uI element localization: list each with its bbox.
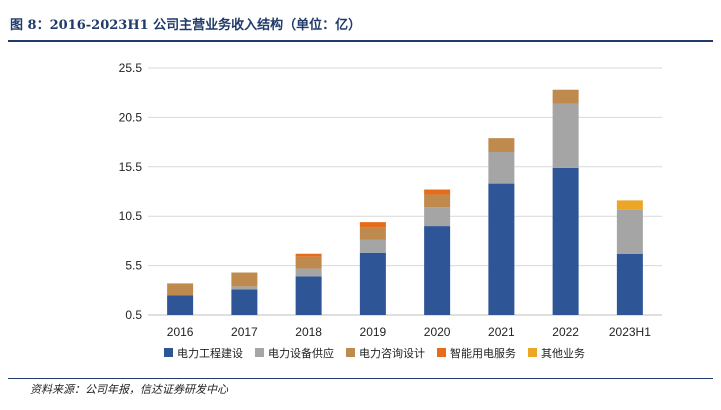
legend-label: 智能用电服务 bbox=[450, 346, 516, 360]
bar-segment-2023H1-0 bbox=[616, 253, 643, 315]
legend: 电力工程建设 电力设备供应 电力咨询设计 智能用电服务 其他业务 bbox=[164, 346, 585, 360]
legend-label: 其他业务 bbox=[541, 347, 585, 360]
bar-chart: 0.55.510.515.520.525.5 2016 2017 2018 2019 2… bbox=[119, 61, 662, 360]
bar-segment-2016-0 bbox=[167, 295, 194, 315]
bar-segment-2022-1 bbox=[552, 103, 579, 168]
bar-segment-2016-2 bbox=[167, 283, 194, 296]
bar-segment-2019-3 bbox=[359, 222, 386, 228]
legend-swatch bbox=[528, 348, 537, 357]
x-tick-label: 2023H1 bbox=[609, 325, 651, 339]
legend-swatch bbox=[346, 348, 355, 357]
y-tick-label: 0.5 bbox=[125, 308, 142, 322]
x-tick-label: 2016 bbox=[167, 325, 194, 339]
y-tick-label: 5.5 bbox=[125, 259, 142, 273]
bars bbox=[167, 89, 643, 315]
bar-segment-2021-0 bbox=[488, 183, 515, 315]
chart-title: 图 8：2016-2023H1 公司主营业务收入结构（单位：亿） bbox=[10, 18, 362, 33]
source-note: 资料来源：公司年报，信达证券研发中心 bbox=[30, 383, 228, 396]
bar-segment-2019-0 bbox=[359, 252, 386, 315]
x-tick-label: 2022 bbox=[552, 325, 579, 339]
bar-segment-2023H1-4 bbox=[616, 200, 643, 210]
bar-segment-2017-1 bbox=[231, 286, 258, 290]
bar-segment-2019-2 bbox=[359, 227, 386, 240]
legend-swatch bbox=[255, 348, 264, 357]
bar-segment-2018-0 bbox=[295, 276, 322, 315]
y-tick-label: 15.5 bbox=[119, 160, 143, 174]
bar-segment-2017-0 bbox=[231, 289, 258, 315]
bar-segment-2018-2 bbox=[295, 256, 322, 269]
bar-segment-2020-3 bbox=[424, 189, 451, 195]
source-rule bbox=[8, 378, 713, 379]
x-tick-label: 2021 bbox=[488, 325, 515, 339]
bar-segment-2018-3 bbox=[295, 253, 322, 257]
x-tick-label: 2020 bbox=[424, 325, 451, 339]
x-axis-ticks: 2016 2017 2018 2019 2020 2021 2022 2023H1 bbox=[167, 325, 651, 339]
bar-segment-2020-2 bbox=[424, 194, 451, 208]
bar-segment-2021-1 bbox=[488, 151, 515, 184]
legend-label: 电力咨询设计 bbox=[359, 346, 425, 360]
bar-segment-2022-2 bbox=[552, 89, 579, 104]
x-tick-label: 2017 bbox=[231, 325, 258, 339]
bar-segment-2017-2 bbox=[231, 272, 258, 287]
bar-segment-2018-1 bbox=[295, 268, 322, 277]
bar-segment-2020-0 bbox=[424, 226, 451, 315]
legend-label: 电力设备供应 bbox=[268, 346, 334, 360]
bar-segment-2019-1 bbox=[359, 239, 386, 253]
bar-segment-2022-0 bbox=[552, 167, 579, 315]
legend-swatch bbox=[437, 348, 446, 357]
legend-swatch bbox=[164, 348, 173, 357]
legend-label: 电力工程建设 bbox=[177, 346, 243, 360]
bar-segment-2020-1 bbox=[424, 207, 451, 227]
y-tick-label: 20.5 bbox=[119, 110, 143, 124]
x-tick-label: 2018 bbox=[295, 325, 322, 339]
gridlines bbox=[148, 67, 662, 316]
bar-segment-2021-2 bbox=[488, 138, 515, 152]
y-axis-ticks: 0.5 5.5 10.5 15.5 20.5 25.5 bbox=[119, 61, 143, 322]
y-tick-label: 10.5 bbox=[119, 209, 143, 223]
title-rule bbox=[8, 40, 713, 42]
bar-segment-2023H1-1 bbox=[616, 209, 643, 254]
y-tick-label: 25.5 bbox=[119, 61, 143, 75]
x-tick-label: 2019 bbox=[360, 325, 387, 339]
